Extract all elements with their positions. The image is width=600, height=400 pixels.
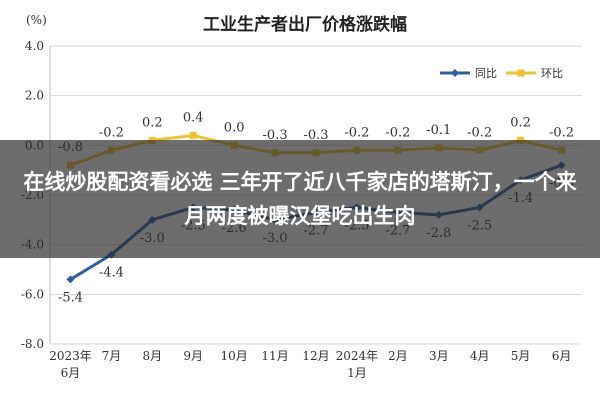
y-tick-label: -8.0 xyxy=(21,337,44,351)
x-tick-label: 10月 xyxy=(221,349,248,363)
x-tick-label: 2023年 6月 xyxy=(49,349,92,380)
data-label-yoy: -5.4 xyxy=(58,290,83,305)
headline-text[interactable]: 在线炒股配资看必选 三年开了近八千家店的塔斯汀，一个来月两度被曝汉堡吃出生肉 xyxy=(23,170,577,228)
data-label-mom: -0.2 xyxy=(385,125,410,140)
x-tick-label: 9月 xyxy=(183,349,203,363)
headline-banner[interactable]: 在线炒股配资看必选 三年开了近八千家店的塔斯汀，一个来月两度被曝汉堡吃出生肉 xyxy=(0,140,600,258)
data-label-mom: -0.3 xyxy=(303,128,328,143)
y-tick-label: 4.0 xyxy=(25,39,44,53)
x-tick-label: 11月 xyxy=(261,349,288,363)
x-tick-label: 8月 xyxy=(142,349,162,363)
y-tick-label: 2.0 xyxy=(25,89,44,103)
data-point-mom xyxy=(189,131,197,139)
data-label-yoy: -4.4 xyxy=(99,266,124,281)
legend-label-yoy: 同比 xyxy=(475,67,497,80)
y-axis-unit: (%) xyxy=(26,13,47,27)
data-label-mom: 0.4 xyxy=(183,110,204,125)
data-label-mom: -0.1 xyxy=(426,123,451,138)
x-tick-label: 3月 xyxy=(429,349,449,363)
x-tick-label: 2024年 1月 xyxy=(336,349,379,380)
x-tick-label: 2月 xyxy=(388,349,408,363)
data-label-mom: -0.2 xyxy=(99,125,124,140)
data-label-mom: 0.2 xyxy=(510,115,531,130)
x-tick-label: 5月 xyxy=(511,349,531,363)
y-tick-label: -6.0 xyxy=(21,287,44,301)
data-label-mom: -0.3 xyxy=(263,128,288,143)
data-label-mom: 0.0 xyxy=(224,120,245,135)
legend-marker-yoy xyxy=(451,69,459,77)
data-label-mom: -0.2 xyxy=(549,125,574,140)
data-label-mom: 0.2 xyxy=(142,115,163,130)
data-label-mom: -0.2 xyxy=(344,125,369,140)
x-tick-label: 7月 xyxy=(102,349,122,363)
chart-title: 工业生产者出厂价格涨跌幅 xyxy=(203,14,407,35)
x-tick-label: 4月 xyxy=(470,349,490,363)
legend-label-mom: 环比 xyxy=(541,67,563,80)
data-point-yoy xyxy=(66,275,75,284)
data-label-mom: -0.2 xyxy=(467,125,492,140)
x-tick-label: 6月 xyxy=(552,349,572,363)
x-tick-label: 12月 xyxy=(302,349,329,363)
legend-marker-mom xyxy=(517,69,525,77)
